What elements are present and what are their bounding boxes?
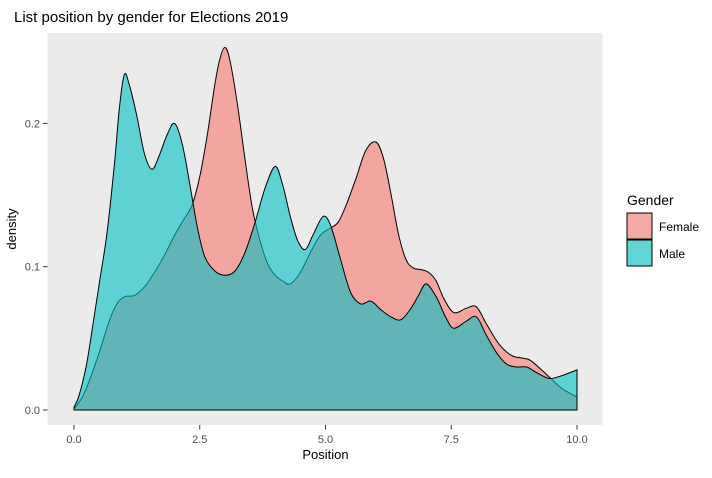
y-axis-ticks [43,122,48,411]
chart-title: List position by gender for Elections 20… [14,9,288,26]
x-tick-label: 5.0 [318,434,333,446]
legend-swatch-female [626,212,653,240]
legend: Gender Female Male [626,192,699,267]
x-tick-label: 10.0 [566,434,587,446]
legend-title: Gender [627,192,674,208]
legend-swatch-male [626,239,653,267]
x-tick-label: 0.0 [66,434,81,446]
x-axis-tick-labels: 0.0 2.5 5.0 7.5 10.0 [66,434,587,446]
y-tick-label: 0.1 [25,262,40,274]
y-axis-title: density [4,208,19,250]
x-tick-label: 2.5 [192,434,207,446]
legend-label-female: Female [659,220,699,234]
y-tick-label: 0.0 [25,405,40,417]
legend-label-male: Male [659,247,685,261]
x-axis-title: Position [302,447,348,462]
y-tick-label: 0.2 [25,118,40,130]
x-axis-ticks [73,425,578,430]
y-axis-tick-labels: 0.0 0.1 0.2 [25,118,40,417]
density-area-male [73,73,578,411]
x-tick-label: 7.5 [444,434,459,446]
